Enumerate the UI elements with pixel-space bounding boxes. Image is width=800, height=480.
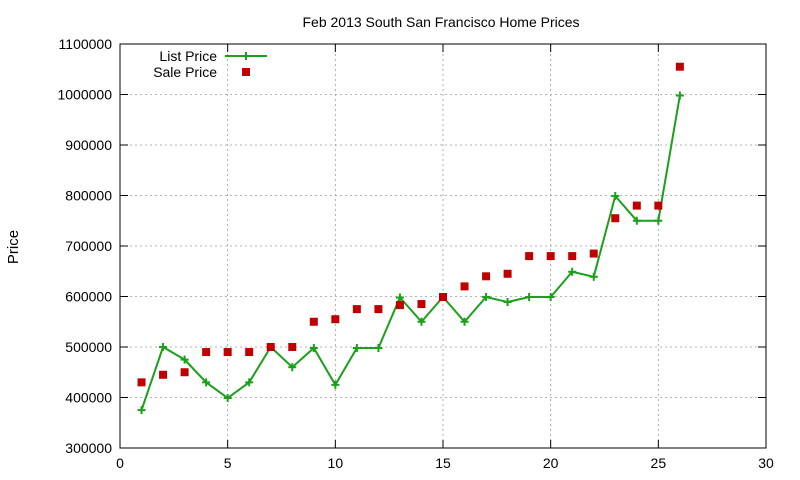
sale-price-point [159, 370, 168, 379]
sale-price-point [460, 282, 469, 291]
sale-price-point [352, 305, 361, 314]
legend-label: Sale Price [153, 64, 217, 80]
list-price-point [525, 293, 534, 302]
x-tick-label: 5 [224, 455, 232, 471]
y-tick-label: 500000 [65, 339, 112, 355]
list-price-point [395, 293, 404, 302]
sale-price-point [137, 378, 146, 387]
list-price-point [137, 406, 146, 415]
list-price-point [223, 394, 232, 403]
sale-price-point [632, 201, 641, 210]
list-price-point [331, 380, 340, 389]
y-tick-label: 700000 [65, 238, 112, 254]
chart-title: Feb 2013 South San Francisco Home Prices [302, 14, 579, 30]
sale-price-point [525, 252, 534, 261]
sale-price-point [611, 214, 620, 223]
x-tick-label: 15 [435, 455, 451, 471]
sale-price-point [568, 252, 577, 261]
sale-price-point [546, 252, 555, 261]
x-tick-label: 10 [328, 455, 344, 471]
list-price-point [503, 298, 512, 307]
plot-frame [119, 43, 767, 449]
sale-price-point [266, 343, 275, 351]
list-price-point [288, 363, 297, 372]
list-price-point [180, 355, 189, 364]
series-sale-price [137, 62, 684, 387]
y-tick-label: 900000 [65, 137, 112, 153]
list-price-point [568, 267, 577, 276]
list-price-point [159, 343, 168, 351]
list-price-point [611, 192, 620, 201]
list-price-point [417, 317, 426, 326]
series-list-price [137, 91, 684, 415]
sale-price-point [309, 317, 318, 326]
sale-price-point [503, 269, 512, 278]
y-axis-label: Price [5, 230, 22, 264]
legend-square-swatch [242, 68, 250, 76]
x-tick-label: 20 [543, 455, 559, 471]
sale-price-point [654, 201, 663, 210]
list-price-point [632, 216, 641, 225]
list-price-point [546, 293, 555, 302]
y-tick-label: 600000 [65, 289, 112, 305]
list-price-point [374, 344, 383, 353]
list-price-point [482, 293, 491, 302]
list-price-point [675, 91, 684, 100]
sale-price-point [223, 348, 232, 357]
list-price-point [245, 378, 254, 387]
sale-price-point [374, 305, 383, 314]
x-tick-label: 30 [758, 455, 774, 471]
grid-lines [120, 44, 766, 448]
list-price-point [202, 378, 211, 387]
y-tick-label: 1000000 [57, 87, 112, 103]
sale-price-point [331, 315, 340, 324]
y-tick-label: 300000 [65, 440, 112, 456]
list-price-point [309, 344, 318, 353]
list-price-point [460, 317, 469, 326]
y-tick-label: 800000 [65, 188, 112, 204]
y-tick-label: 1100000 [59, 36, 113, 52]
sale-price-point [202, 348, 211, 357]
x-tick-label: 0 [116, 455, 124, 471]
sale-price-point [675, 62, 684, 71]
x-tick-label: 25 [651, 455, 667, 471]
legend-label: List Price [159, 48, 217, 64]
sale-price-point [180, 368, 189, 377]
sale-price-point [439, 293, 447, 302]
sale-price-point [417, 300, 426, 309]
sale-price-point [589, 249, 598, 258]
list-price-line [140, 95, 681, 411]
sale-price-point [395, 301, 404, 310]
list-price-point [352, 344, 361, 353]
sale-price-point [245, 348, 254, 357]
sale-price-point [288, 343, 297, 351]
y-tick-label: 400000 [65, 390, 112, 406]
list-price-point [654, 216, 663, 225]
list-price-point [589, 272, 598, 281]
sale-price-point [482, 272, 491, 281]
tick-labels: 300000 400000 500000 600000 700000 800000 9000… [57, 36, 774, 471]
series-layer [137, 62, 684, 415]
